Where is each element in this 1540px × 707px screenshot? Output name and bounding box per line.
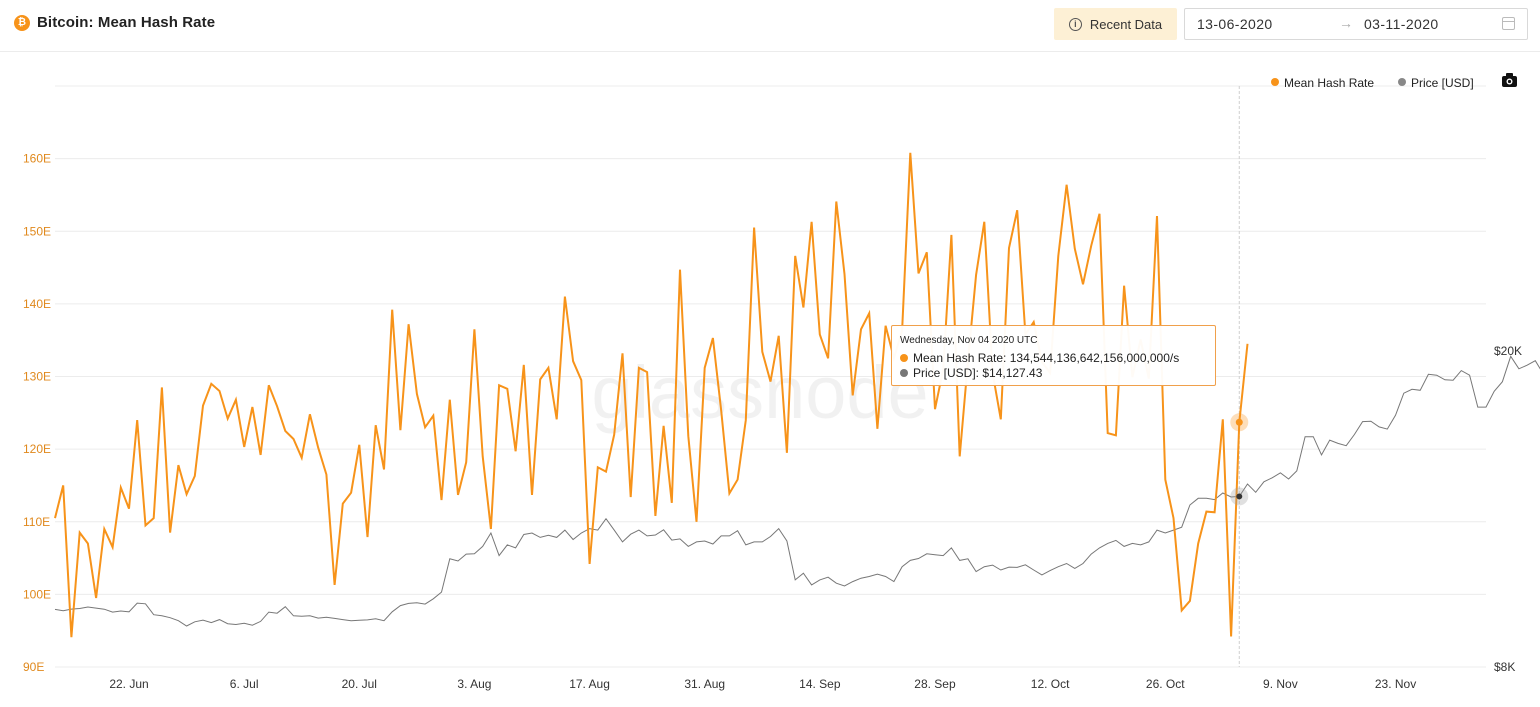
x-tick: 9. Nov [1263, 677, 1298, 691]
x-tick: 26. Oct [1146, 677, 1185, 691]
tooltip-row-hash: Mean Hash Rate: 134,544,136,642,156,000,… [900, 350, 1215, 365]
x-axis: 22. Jun 6. Jul 20. Jul 3. Aug 17. Aug 31. Aug… [109, 677, 1416, 691]
info-icon: i [1068, 17, 1082, 31]
x-tick: 14. Sep [799, 677, 841, 691]
x-tick: 22. Jun [109, 677, 148, 691]
tooltip-dot-hash [900, 353, 908, 362]
legend: Mean Hash Rate Price [USD] [1271, 73, 1517, 90]
tooltip-dot-price [900, 368, 908, 377]
x-tick: 28. Sep [914, 677, 956, 691]
legend-item-hash[interactable]: Mean Hash Rate [1284, 76, 1374, 90]
header-bar: ₿ Bitcoin: Mean Hash Rate i Recent Data … [0, 0, 1540, 52]
y-axis-right: $8K $20K [1494, 344, 1522, 674]
legend-dot-hash [1271, 78, 1279, 86]
tooltip-price-value: Price [USD]: $14,127.43 [913, 365, 1043, 380]
y-tick-left: 150E [23, 224, 51, 238]
hover-markers [1230, 413, 1249, 506]
tooltip: Wednesday, Nov 04 2020 UTC Mean Hash Rat… [891, 325, 1216, 386]
calendar-icon[interactable] [1502, 17, 1515, 30]
x-tick: 31. Aug [684, 677, 725, 691]
date-to-input[interactable]: 03-11-2020 [1364, 16, 1439, 32]
x-tick: 12. Oct [1031, 677, 1070, 691]
x-tick: 17. Aug [569, 677, 610, 691]
y-tick-left: 120E [23, 442, 51, 456]
date-from-input[interactable]: 13-06-2020 [1197, 16, 1273, 32]
y-tick-left: 110E [23, 515, 50, 529]
recent-data-button[interactable]: i Recent Data [1054, 8, 1177, 40]
x-tick: 23. Nov [1375, 677, 1416, 691]
y-tick-left: 130E [23, 370, 51, 384]
y-tick-right: $20K [1494, 344, 1522, 358]
price-series-line [54, 355, 1540, 627]
y-axis-left: 90E 100E 110E 120E 130E 140E 150E 160E [23, 152, 51, 674]
y-tick-right: $8K [1494, 660, 1515, 674]
arrow-right-icon: → [1339, 15, 1353, 31]
x-tick: 6. Jul [230, 677, 259, 691]
tooltip-hash-value: Mean Hash Rate: 134,544,136,642,156,000,… [913, 350, 1180, 365]
y-tick-left: 90E [23, 660, 44, 674]
price-marker [1236, 493, 1243, 500]
date-range-picker[interactable]: 13-06-2020 → 03-11-2020 [1184, 8, 1528, 40]
legend-dot-price [1398, 78, 1406, 86]
hash-marker [1235, 418, 1243, 426]
x-tick: 3. Aug [457, 677, 491, 691]
recent-data-label: Recent Data [1089, 16, 1163, 32]
title-group: ₿ Bitcoin: Mean Hash Rate [14, 14, 215, 31]
y-tick-left: 100E [23, 587, 51, 601]
page-title: Bitcoin: Mean Hash Rate [37, 14, 216, 31]
y-tick-left: 160E [23, 152, 51, 166]
camera-icon[interactable] [1502, 73, 1517, 87]
x-tick: 20. Jul [342, 677, 377, 691]
tooltip-date: Wednesday, Nov 04 2020 UTC [900, 335, 1038, 346]
hash-rate-chart[interactable]: glassnode 90E100E110E120E130E140E150E160… [0, 53, 1540, 707]
legend-item-price[interactable]: Price [USD] [1411, 76, 1474, 90]
bitcoin-icon: ₿ [14, 14, 30, 31]
y-tick-left: 140E [23, 297, 51, 311]
tooltip-row-price: Price [USD]: $14,127.43 [900, 365, 1215, 380]
